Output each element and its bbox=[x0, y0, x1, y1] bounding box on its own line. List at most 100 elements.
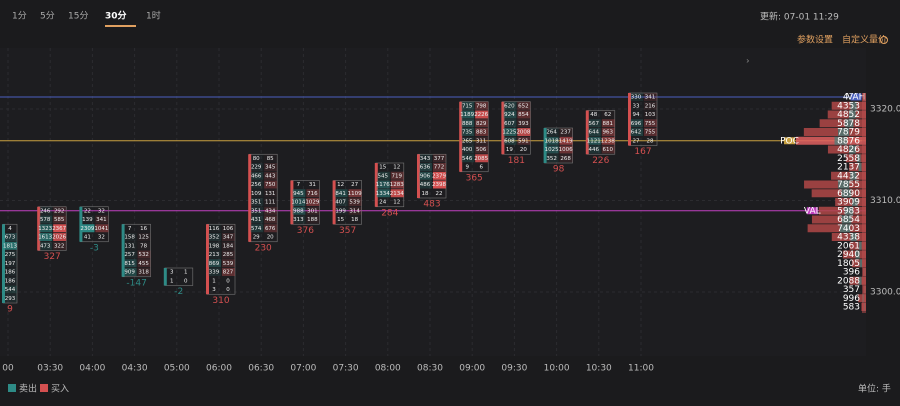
cell-bg bbox=[39, 224, 53, 233]
cell-value: 466 bbox=[251, 173, 262, 179]
cell-bg bbox=[306, 189, 320, 198]
candle-delta: 310 bbox=[212, 296, 229, 306]
candle-delta: -2 bbox=[174, 287, 183, 297]
cell-bg bbox=[461, 145, 475, 154]
profile-bar bbox=[796, 136, 866, 145]
candle-body bbox=[543, 128, 547, 163]
candle-delta: 365 bbox=[466, 173, 483, 183]
settings-button[interactable]: 参数设置 bbox=[797, 34, 833, 46]
legend-swatch bbox=[8, 384, 16, 392]
profile-bar bbox=[851, 259, 866, 268]
candle-delta: 9 bbox=[7, 305, 13, 315]
cell-bg bbox=[630, 93, 643, 101]
cell-bg bbox=[630, 128, 643, 136]
cell-value: 755 bbox=[645, 121, 656, 127]
cell-value: 33 bbox=[633, 103, 640, 109]
cell-value: 27 bbox=[351, 182, 358, 188]
cell-bg bbox=[559, 145, 573, 154]
cell-value: 539 bbox=[349, 200, 360, 206]
cell-bg bbox=[264, 224, 278, 233]
info-icon[interactable] bbox=[880, 36, 888, 44]
cell-value: 400 bbox=[462, 147, 473, 153]
cell-bg bbox=[433, 163, 446, 171]
cell-bg bbox=[644, 101, 657, 110]
cell-value: 2085 bbox=[474, 156, 488, 162]
cell-value: 345 bbox=[265, 165, 276, 171]
candle-body bbox=[163, 268, 167, 286]
cell-value: 1189 bbox=[460, 112, 474, 118]
profile-value: 357 bbox=[843, 285, 860, 295]
cell-bg bbox=[587, 119, 601, 128]
cell-value: 199 bbox=[335, 208, 346, 214]
cell-value: 198 bbox=[209, 243, 220, 249]
candle-body bbox=[585, 110, 589, 155]
profile-value: 7855 bbox=[837, 180, 860, 190]
cell-bg bbox=[53, 206, 67, 215]
cell-bg bbox=[208, 241, 221, 250]
candle-body bbox=[501, 101, 505, 155]
cell-value: 636 bbox=[420, 165, 431, 171]
tab[interactable]: 5分 bbox=[40, 11, 55, 22]
candle-delta: 167 bbox=[634, 147, 651, 157]
cell-bg bbox=[137, 268, 151, 276]
candle-body bbox=[459, 101, 463, 172]
cell-value: 0 bbox=[226, 287, 230, 293]
cell-bg bbox=[475, 119, 489, 128]
price-label: 3300.0 bbox=[870, 288, 900, 298]
candle-delta: 226 bbox=[592, 156, 609, 166]
time-label: 10:30 bbox=[586, 364, 612, 374]
cell-value: 909 bbox=[124, 270, 135, 276]
cell-value: 591 bbox=[518, 138, 529, 144]
profile-value: 2088 bbox=[837, 276, 860, 286]
cell-value: 24 bbox=[379, 200, 386, 206]
profile-sell bbox=[856, 154, 861, 163]
cell-value: 1419 bbox=[559, 138, 573, 144]
candle-body bbox=[37, 206, 41, 251]
cell-bg bbox=[545, 145, 559, 154]
cell-value: 314 bbox=[349, 208, 360, 214]
cell-bg bbox=[461, 110, 475, 119]
profile-bar bbox=[831, 101, 866, 110]
candle-delta: -3 bbox=[90, 243, 99, 253]
time-label: 06:00 bbox=[206, 364, 232, 374]
cell-value: 85 bbox=[267, 156, 274, 162]
time-label: 10:00 bbox=[544, 364, 570, 374]
cell-bg bbox=[376, 189, 390, 198]
candle-delta: 357 bbox=[339, 226, 356, 236]
cell-value: 18 bbox=[422, 191, 429, 197]
tab[interactable]: 30分 bbox=[105, 10, 127, 22]
cell-value: 696 bbox=[631, 121, 642, 127]
cell-value: 735 bbox=[462, 130, 473, 136]
cell-value: 256 bbox=[251, 182, 262, 188]
tab[interactable]: 1分 bbox=[12, 11, 27, 22]
cell-value: 2226 bbox=[474, 112, 488, 118]
profile-sell bbox=[838, 180, 850, 189]
cell-bg bbox=[306, 215, 320, 224]
tab[interactable]: 1时 bbox=[146, 10, 161, 22]
cell-bg bbox=[559, 136, 573, 145]
collapse-arrow[interactable]: › bbox=[746, 57, 750, 67]
cell-value: 7 bbox=[128, 226, 132, 232]
cell-value: 16 bbox=[140, 226, 147, 232]
profile-value: 2558 bbox=[837, 154, 860, 164]
cell-bg bbox=[4, 250, 17, 259]
cell-value: 186 bbox=[5, 270, 16, 276]
profile-bar bbox=[811, 215, 866, 224]
cell-value: 2398 bbox=[432, 182, 446, 188]
cell-value: 715 bbox=[462, 103, 473, 109]
cell-bg bbox=[306, 198, 320, 206]
legend-label: 卖出 bbox=[19, 383, 37, 395]
tab[interactable]: 15分 bbox=[68, 11, 88, 22]
profile-bar bbox=[831, 233, 866, 241]
custom-button[interactable]: 自定义量价 bbox=[842, 34, 887, 46]
cell-value: 3 bbox=[170, 270, 174, 276]
cell-value: 446 bbox=[589, 147, 600, 153]
cell-bg bbox=[545, 128, 559, 136]
candle-body bbox=[417, 154, 420, 198]
cell-value: 20 bbox=[520, 147, 527, 153]
cell-bg bbox=[517, 119, 531, 128]
cell-bg bbox=[433, 171, 446, 180]
profile-sell bbox=[848, 145, 856, 154]
cell-bg bbox=[587, 136, 601, 145]
